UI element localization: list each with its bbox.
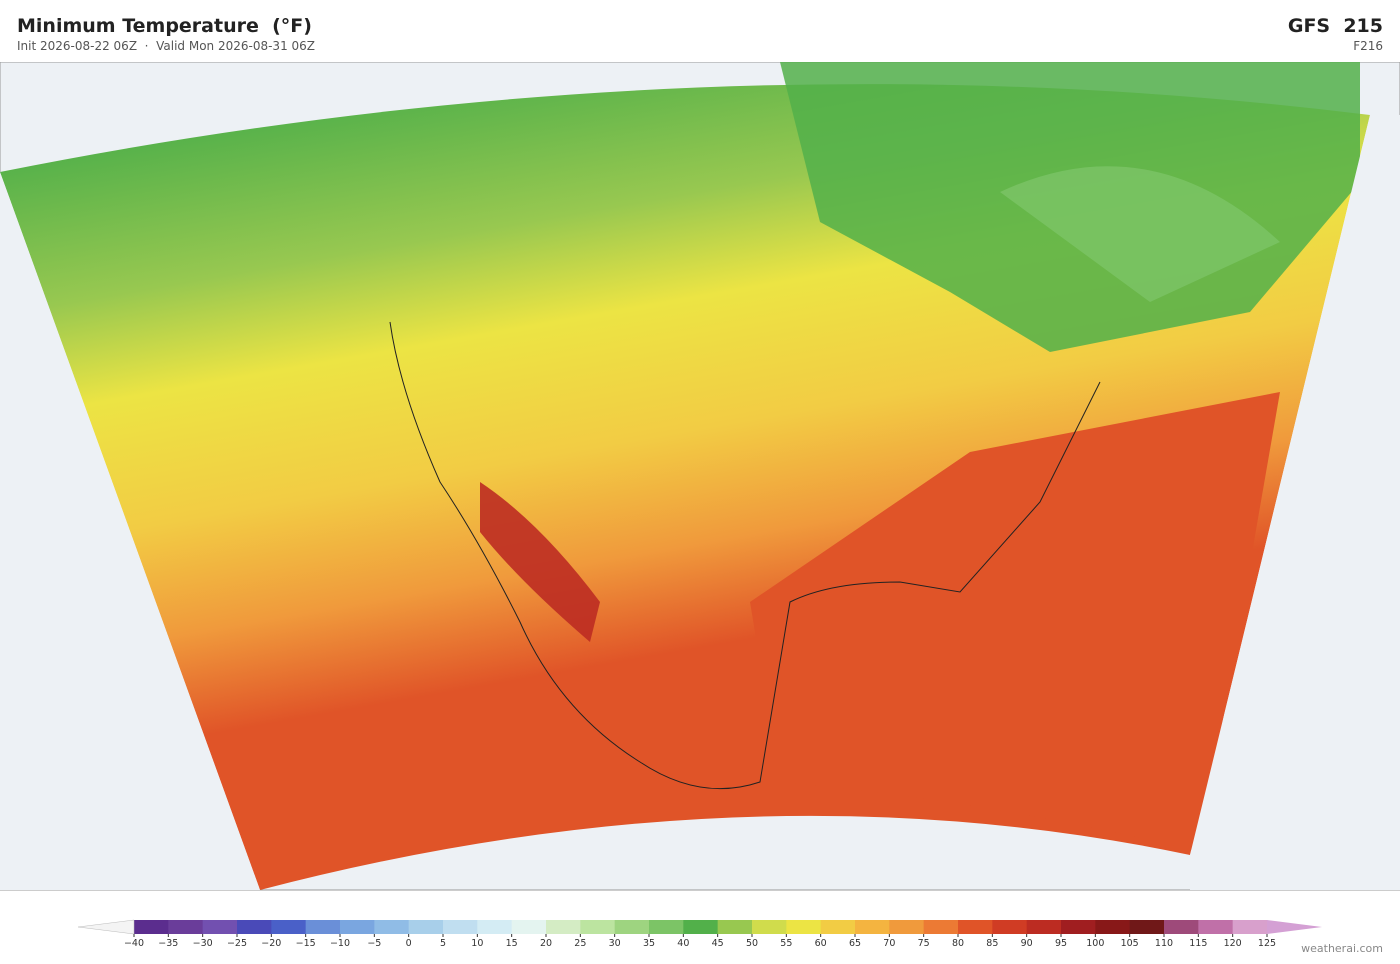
colorbar-segment (649, 920, 684, 934)
title: Minimum Temperature (°F) (17, 15, 312, 37)
colorbar: −40 −35 −30 −25 −20 −15 −10 −5 0 5 10 15 20 25 30 35 40 4… (77, 919, 1322, 949)
colorbar-tick-label: 25 (574, 938, 586, 949)
colorbar-tick-label: 100 (1086, 938, 1104, 949)
coastline (389, 321, 1101, 790)
colorbar-segment (1061, 920, 1096, 934)
credit: weatherai.com (1301, 942, 1383, 955)
colorbar-segment (168, 920, 204, 934)
colorbar-tick-label: 90 (1021, 938, 1033, 949)
colorbar-tick-label: 45 (712, 938, 724, 949)
colorbar-tick-label: 65 (849, 938, 861, 949)
colorbar-tick-label: 70 (883, 938, 895, 949)
colorbar-segment (1164, 920, 1199, 934)
colorbar-segment (855, 920, 890, 934)
colorbar-tick-label: 30 (609, 938, 621, 949)
colorbar-segment (752, 920, 787, 934)
colorbar-segment (1026, 920, 1062, 934)
map (0, 62, 1400, 891)
colorbar-tick-label: −15 (296, 938, 316, 949)
colorbar-segment (1232, 920, 1268, 934)
colorbar-segment (683, 920, 719, 934)
subtitle: Init 2026-08-22 06Z · Valid Mon 2026-08-… (17, 39, 316, 53)
colorbar-tick-label: 80 (952, 938, 964, 949)
colorbar-segment (1095, 920, 1131, 934)
colorbar-extend-high (1267, 920, 1322, 934)
colorbar-tick-label: 50 (746, 938, 758, 949)
colorbar-segment (408, 920, 444, 934)
colorbar-tick-label: 0 (406, 938, 412, 949)
colorbar-tick-label: 35 (643, 938, 655, 949)
colorbar-tick-label: 55 (780, 938, 792, 949)
colorbar-tick-label: 5 (440, 938, 446, 949)
colorbar-tick-label: −35 (158, 938, 178, 949)
colorbar-segment (340, 920, 375, 934)
hot-region (480, 482, 600, 642)
colorbar-tick-label: 115 (1189, 938, 1207, 949)
colorbar-segment (305, 920, 341, 934)
outside-domain (0, 115, 1400, 890)
colorbar-segment (992, 920, 1028, 934)
colorbar-tick-label: 105 (1121, 938, 1139, 949)
colorbar-segment (374, 920, 410, 934)
colorbar-segment (580, 920, 616, 934)
colorbar-segment (477, 920, 513, 934)
colorbar-tick-label: 95 (1055, 938, 1067, 949)
colorbar-segment (237, 920, 272, 934)
colorbar-segment (511, 920, 547, 934)
forecast-hour: F216 (1353, 39, 1383, 53)
colorbar-segment (546, 920, 581, 934)
colorbar-segment (786, 920, 822, 934)
colorbar-tick-label: 20 (540, 938, 552, 949)
colorbar-segment (134, 920, 169, 934)
colorbar-extend-low (77, 919, 135, 935)
colorbar-tick-label: 40 (677, 938, 689, 949)
colorbar-tick-label: 15 (506, 938, 518, 949)
colorbar-segment (923, 920, 959, 934)
model: GFS 215 (1287, 15, 1383, 37)
colorbar-tick-label: 10 (471, 938, 483, 949)
colorbar-tick-label: −25 (227, 938, 247, 949)
green-region (1000, 166, 1280, 302)
colorbar-segment (717, 920, 753, 934)
colorbar-segment (202, 920, 238, 934)
colorbar-tick-label: 85 (986, 938, 998, 949)
colorbar-tick-label: 125 (1258, 938, 1276, 949)
colorbar-tick-label: −30 (193, 938, 213, 949)
colorbar-segment (820, 920, 856, 934)
colorbar-tick-label: 110 (1155, 938, 1173, 949)
colorbar-segment (889, 920, 925, 934)
colorbar-tick-label: 60 (815, 938, 827, 949)
colorbar-segment (443, 920, 478, 934)
colorbar-segment (271, 920, 307, 934)
colorbar-tick-label: −20 (261, 938, 281, 949)
colorbar-tick-label: 120 (1224, 938, 1242, 949)
colorbar-tick-label: −5 (367, 938, 381, 949)
colorbar-segment (1198, 920, 1234, 934)
colorbar-tick-label: −40 (124, 938, 144, 949)
colorbar-segment (958, 920, 993, 934)
warm-region (750, 392, 1280, 852)
colorbar-segment (1129, 920, 1165, 934)
colorbar-tick-label: −10 (330, 938, 350, 949)
colorbar-tick-label: 75 (918, 938, 930, 949)
colorbar-segment (614, 920, 650, 934)
